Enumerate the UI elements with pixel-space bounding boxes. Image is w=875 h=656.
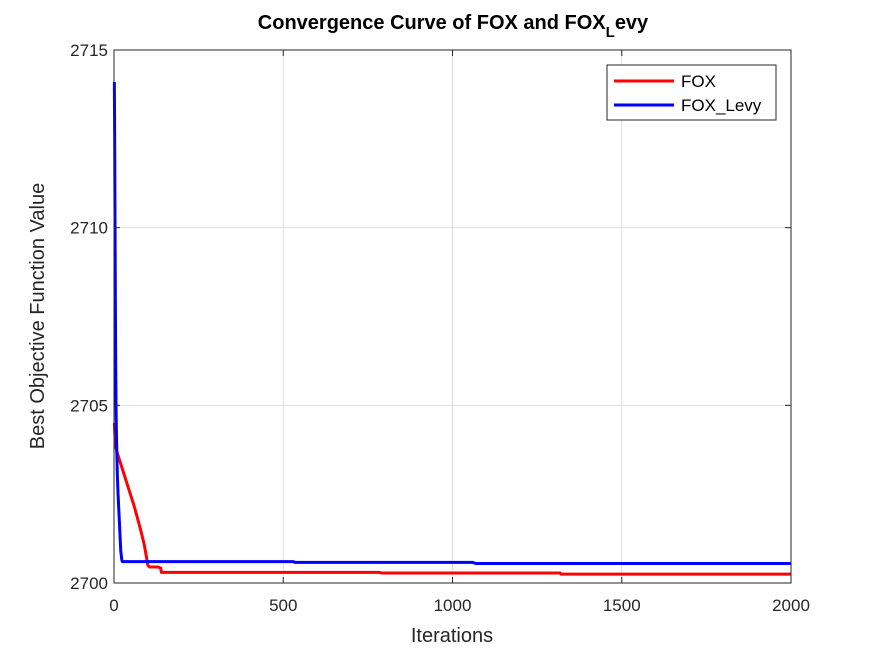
x-tick-label: 500 [269, 596, 297, 615]
series-line-fox [112, 423, 791, 576]
y-tick-label: 2700 [70, 574, 108, 593]
legend-label-fox: FOX [681, 72, 716, 91]
y-tick-labels: 2700 2705 2710 2715 [70, 41, 108, 593]
series-lines [112, 81, 791, 576]
y-tick-label: 2705 [70, 396, 108, 415]
x-tick-label: 1500 [603, 596, 641, 615]
x-tick-labels: 0 500 1000 1500 2000 [109, 596, 810, 615]
legend-label-fox-levy: FOX_Levy [681, 96, 762, 115]
y-axis-label: Best Objective Function Value [27, 183, 49, 449]
x-axis-label: Iterations [411, 625, 493, 647]
legend-box [606, 64, 777, 121]
x-tick-label: 1000 [434, 596, 472, 615]
x-tick-label: 0 [109, 596, 118, 615]
legend: FOX FOX_Levy [606, 64, 777, 121]
y-tick-label: 2715 [70, 41, 108, 60]
chart-title: Convergence Curve of FOX and FOXLevy [258, 12, 649, 41]
x-tick-label: 2000 [772, 596, 810, 615]
y-tick-label: 2710 [70, 219, 108, 238]
series-line-fox-levy [112, 81, 791, 565]
axis-ticks [113, 49, 792, 584]
